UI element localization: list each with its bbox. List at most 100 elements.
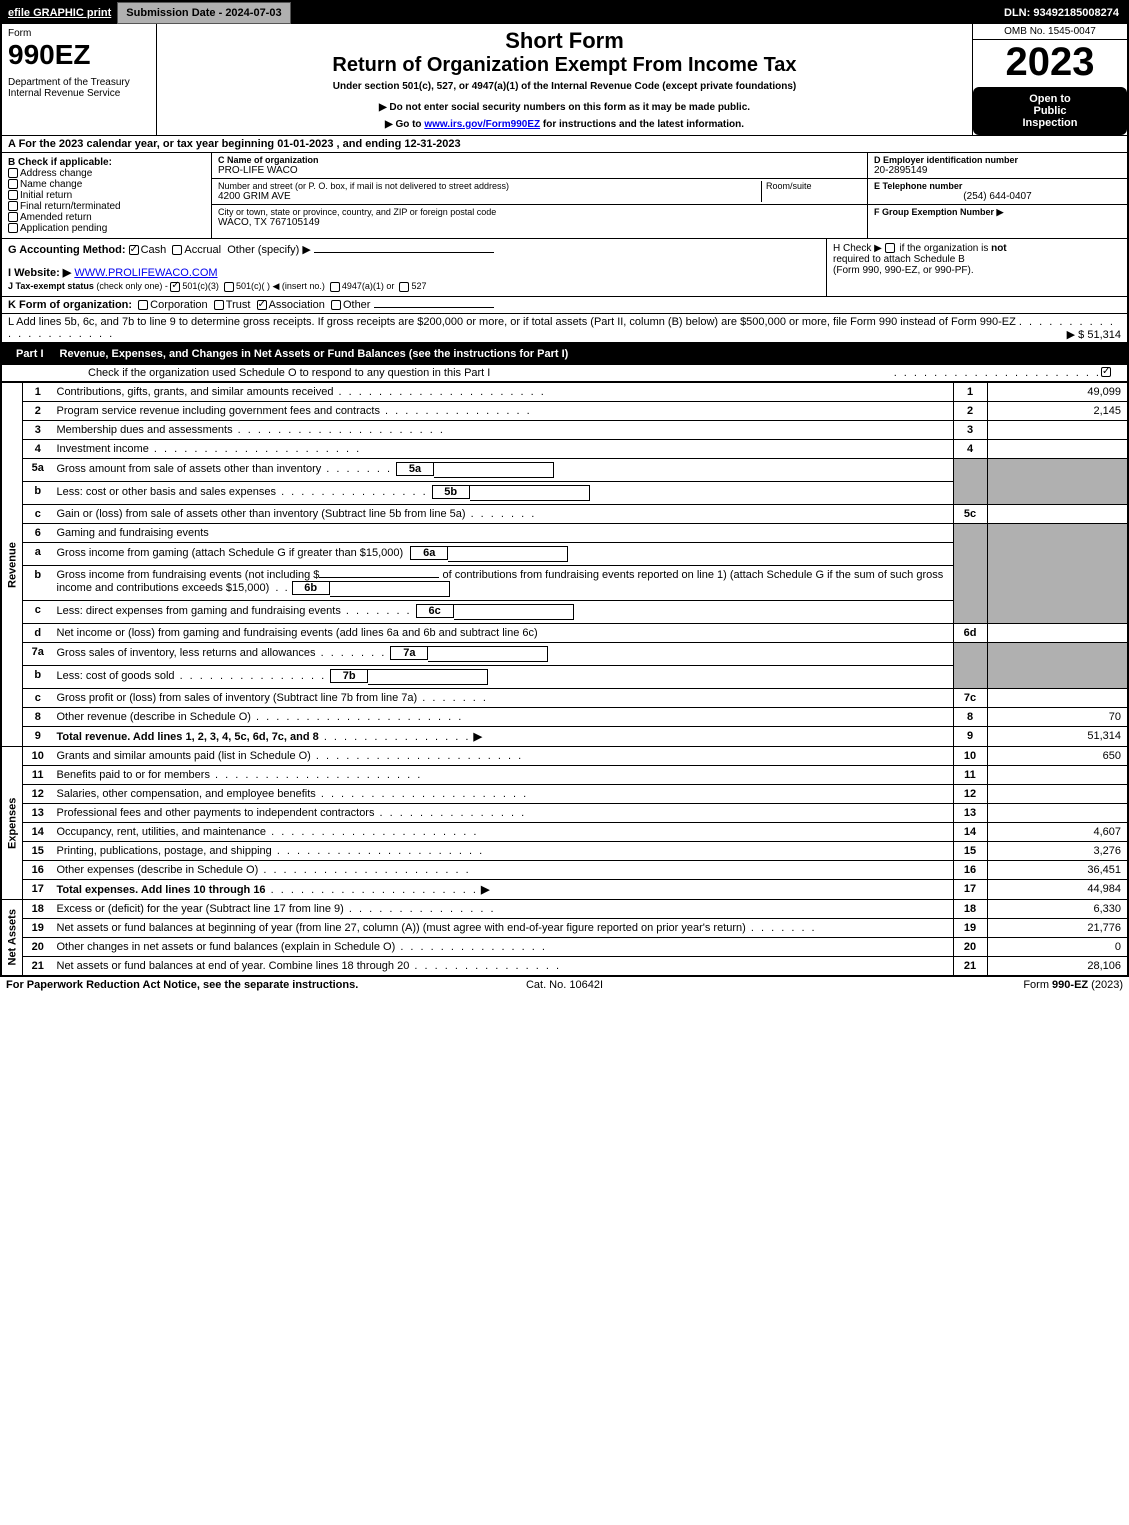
l9-val: 51,314 xyxy=(987,727,1127,747)
footer: For Paperwork Reduction Act Notice, see … xyxy=(0,977,1129,993)
h-t4: (Form 990, 990-EZ, or 990-PF). xyxy=(833,265,974,276)
l14-text: Occupancy, rent, utilities, and maintena… xyxy=(57,826,267,838)
chk-schedule-o[interactable] xyxy=(1101,367,1111,377)
c-city-label: City or town, state or province, country… xyxy=(218,207,861,217)
title-sub: Under section 501(c), 527, or 4947(a)(1)… xyxy=(161,81,968,92)
l7b-text: Less: cost of goods sold xyxy=(57,670,175,682)
j-o1: 501(c)(3) xyxy=(182,281,219,291)
l13-val xyxy=(987,804,1127,823)
g-other: Other (specify) ▶ xyxy=(227,244,311,256)
dept-irs: Internal Revenue Service xyxy=(8,88,150,99)
chk-accrual[interactable] xyxy=(172,245,182,255)
c-name-label: C Name of organization xyxy=(218,155,861,165)
l18-val: 6,330 xyxy=(987,900,1127,919)
website-link[interactable]: WWW.PROLIFEWACO.COM xyxy=(74,267,217,279)
chk-corp[interactable] xyxy=(138,300,148,310)
l6c-text: Less: direct expenses from gaming and fu… xyxy=(57,605,341,617)
chk-address-change[interactable] xyxy=(8,168,18,178)
row-a: A For the 2023 calendar year, or tax yea… xyxy=(2,136,1127,153)
l7a-text: Gross sales of inventory, less returns a… xyxy=(57,647,316,659)
footer-mid: Cat. No. 10642I xyxy=(378,979,750,991)
title-center: Short Form Return of Organization Exempt… xyxy=(157,24,972,135)
form-id-box: Form 990EZ Department of the Treasury In… xyxy=(2,24,157,135)
dept-treasury: Department of the Treasury xyxy=(8,77,150,88)
l-row: L Add lines 5b, 6c, and 7b to line 9 to … xyxy=(2,314,1127,343)
org-city: WACO, TX 767105149 xyxy=(218,217,861,228)
k-o3: Other xyxy=(343,299,371,311)
l20-val: 0 xyxy=(987,938,1127,957)
ein: 20-2895149 xyxy=(874,165,1121,176)
chk-501c[interactable] xyxy=(224,282,234,292)
chk-pending[interactable] xyxy=(8,223,18,233)
l4-val xyxy=(987,440,1127,459)
l7c-val xyxy=(987,689,1127,708)
g-accrual: Accrual xyxy=(184,244,221,256)
l4-text: Investment income xyxy=(57,443,149,455)
l17-text: Total expenses. Add lines 10 through 16 xyxy=(57,884,266,896)
chk-other-org[interactable] xyxy=(331,300,341,310)
j-o4: 527 xyxy=(411,281,426,291)
l11-val xyxy=(987,766,1127,785)
l16-text: Other expenses (describe in Schedule O) xyxy=(57,864,259,876)
org-name: PRO-LIFE WACO xyxy=(218,165,861,176)
goto-link[interactable]: www.irs.gov/Form990EZ xyxy=(424,119,540,130)
l7c-text: Gross profit or (loss) from sales of inv… xyxy=(57,692,418,704)
l10-text: Grants and similar amounts paid (list in… xyxy=(57,750,311,762)
k-row: K Form of organization: Corporation Trus… xyxy=(2,297,1127,314)
l19-text: Net assets or fund balances at beginning… xyxy=(57,922,746,934)
side-net-assets: Net Assets xyxy=(2,900,23,976)
l21-text: Net assets or fund balances at end of ye… xyxy=(57,960,410,972)
submission-date: Submission Date - 2024-07-03 xyxy=(117,2,290,24)
phone: (254) 644-0407 xyxy=(874,191,1121,202)
k-o2: Association xyxy=(269,299,325,311)
chk-trust[interactable] xyxy=(214,300,224,310)
l1-text: Contributions, gifts, grants, and simila… xyxy=(57,386,334,398)
l8-val: 70 xyxy=(987,708,1127,727)
col-c: C Name of organization PRO-LIFE WACO Num… xyxy=(212,153,867,238)
form-word: Form xyxy=(8,28,150,39)
org-street: 4200 GRIM AVE xyxy=(218,191,761,202)
dln: DLN: 93492185008274 xyxy=(996,3,1127,23)
chk-final[interactable] xyxy=(8,201,18,211)
e-label: E Telephone number xyxy=(874,181,1121,191)
part-i-check: Check if the organization used Schedule … xyxy=(2,365,1127,382)
open2: Public xyxy=(979,105,1121,117)
h-not: not xyxy=(991,243,1007,254)
chk-cash[interactable] xyxy=(129,245,139,255)
l5c-val xyxy=(987,505,1127,524)
chk-501c3[interactable] xyxy=(170,282,180,292)
part-i-label: Part I xyxy=(8,346,52,362)
l-text: L Add lines 5b, 6c, and 7b to line 9 to … xyxy=(8,316,1016,328)
h-t1: H Check ▶ xyxy=(833,243,885,254)
title-return: Return of Organization Exempt From Incom… xyxy=(161,54,968,77)
footer-right-pre: Form xyxy=(1023,979,1052,991)
open1: Open to xyxy=(979,93,1121,105)
chk-4947[interactable] xyxy=(330,282,340,292)
l18-text: Excess or (deficit) for the year (Subtra… xyxy=(57,903,344,915)
l8-text: Other revenue (describe in Schedule O) xyxy=(57,711,251,723)
l19-val: 21,776 xyxy=(987,919,1127,938)
b-opt-2: Initial return xyxy=(20,190,72,201)
b-opt-5: Application pending xyxy=(20,223,107,234)
f-label: F Group Exemption Number ▶ xyxy=(874,207,1121,218)
footer-right-post: (2023) xyxy=(1088,979,1123,991)
b-opt-0: Address change xyxy=(20,168,92,179)
j-label: J Tax-exempt status xyxy=(8,281,96,291)
j-o3: 4947(a)(1) or xyxy=(342,281,395,291)
efile-print-link[interactable]: efile GRAPHIC print xyxy=(2,3,117,23)
chk-527[interactable] xyxy=(399,282,409,292)
g-cash: Cash xyxy=(141,244,167,256)
l1-val: 49,099 xyxy=(987,383,1127,402)
open-inspection: Open to Public Inspection xyxy=(973,87,1127,135)
chk-initial[interactable] xyxy=(8,190,18,200)
open3: Inspection xyxy=(979,117,1121,129)
chk-amended[interactable] xyxy=(8,212,18,222)
part-i-title: Revenue, Expenses, and Changes in Net As… xyxy=(60,348,569,360)
main-table: Revenue 1 Contributions, gifts, grants, … xyxy=(2,382,1127,975)
g-i-j: G Accounting Method: Cash Accrual Other … xyxy=(2,239,827,296)
chk-h[interactable] xyxy=(885,243,895,253)
info-grid: B Check if applicable: Address change Na… xyxy=(2,153,1127,239)
chk-name-change[interactable] xyxy=(8,179,18,189)
g-h-row: G Accounting Method: Cash Accrual Other … xyxy=(2,239,1127,297)
chk-assoc[interactable] xyxy=(257,300,267,310)
